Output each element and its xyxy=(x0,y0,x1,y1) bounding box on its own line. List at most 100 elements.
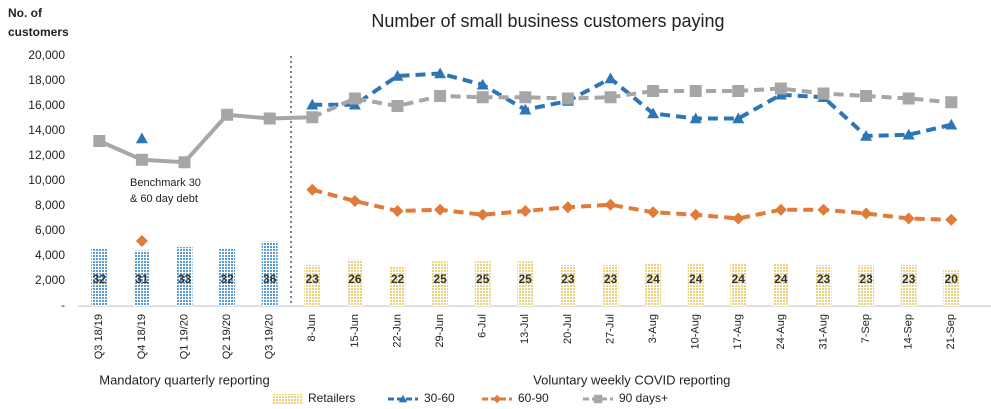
y-tick-label: 14,000 xyxy=(28,123,65,137)
x-tick-label: 27-Jul xyxy=(604,314,616,344)
marker xyxy=(178,156,191,169)
marker xyxy=(434,67,447,79)
marker xyxy=(860,90,873,102)
marker xyxy=(647,85,660,97)
y-axis-label: No. of xyxy=(8,6,43,20)
bar xyxy=(858,264,875,306)
data-label: 32 xyxy=(220,272,234,286)
marker xyxy=(434,90,447,102)
data-label: 24 xyxy=(774,272,788,286)
legend-marker xyxy=(492,394,502,404)
y-tick-label: 2,000 xyxy=(35,273,65,287)
marker xyxy=(860,207,873,220)
bar xyxy=(432,261,449,306)
y-tick-label: 4,000 xyxy=(35,248,65,262)
section-label: Voluntary weekly COVID reporting xyxy=(533,372,730,387)
y-tick-label: 18,000 xyxy=(28,73,65,87)
marker xyxy=(135,153,148,166)
marker xyxy=(902,128,915,140)
data-label: 32 xyxy=(93,272,107,286)
marker xyxy=(135,132,148,144)
x-tick-label: Q3 18/19 xyxy=(93,314,105,359)
x-tick-label: 7-Sep xyxy=(860,314,872,343)
y-tick-label: 6,000 xyxy=(35,223,65,237)
series-line xyxy=(312,71,952,139)
marker xyxy=(348,92,361,105)
x-tick-label: 20-Jul xyxy=(562,314,574,344)
bar xyxy=(91,248,108,306)
y-tick-label: 16,000 xyxy=(28,98,65,112)
marker xyxy=(647,107,660,119)
marker xyxy=(561,92,574,105)
marker xyxy=(817,87,830,100)
data-label: 23 xyxy=(561,272,575,286)
marker xyxy=(902,92,915,105)
bar xyxy=(943,270,960,306)
marker xyxy=(732,212,745,225)
bar xyxy=(687,263,704,306)
marker xyxy=(391,70,404,81)
legend-marker xyxy=(593,394,603,404)
marker xyxy=(945,213,958,226)
marker xyxy=(945,96,958,109)
data-label: 23 xyxy=(902,272,916,286)
bar xyxy=(389,266,406,306)
bar xyxy=(815,264,832,306)
bar xyxy=(730,263,747,306)
x-tick-label: Q3 19/20 xyxy=(264,314,276,359)
series-line xyxy=(311,187,952,222)
x-tick-label: 6-Jul xyxy=(477,314,489,338)
marker xyxy=(306,111,319,124)
bar xyxy=(602,264,619,306)
bar xyxy=(900,264,917,306)
y-tick-label: 8,000 xyxy=(35,198,65,212)
bar xyxy=(219,248,236,306)
marker xyxy=(604,198,617,211)
data-label: 31 xyxy=(135,272,149,286)
marker xyxy=(519,103,532,115)
x-tick-label: Q2 19/20 xyxy=(221,314,233,359)
marker xyxy=(604,91,617,104)
data-label: 24 xyxy=(646,272,660,286)
section-label: Mandatory quarterly reporting xyxy=(99,372,270,387)
x-tick-label: 29-Jun xyxy=(434,314,446,348)
data-label: 26 xyxy=(348,272,362,286)
data-label: 25 xyxy=(433,272,447,286)
marker xyxy=(221,108,234,121)
y-axis-label: customers xyxy=(8,25,69,39)
bar xyxy=(559,264,576,306)
marker xyxy=(945,118,958,130)
x-tick-label: 24-Aug xyxy=(775,314,787,349)
x-tick-label: Q4 18/19 xyxy=(136,314,148,359)
data-label: 25 xyxy=(519,272,533,286)
legend-label: Retailers xyxy=(308,391,355,405)
marker xyxy=(348,195,361,207)
x-tick-label: 13-Jul xyxy=(519,314,531,344)
data-label: 24 xyxy=(732,272,746,286)
marker xyxy=(306,98,319,110)
x-tick-label: 17-Aug xyxy=(732,314,744,349)
series-line xyxy=(98,112,313,165)
bar xyxy=(304,264,321,306)
marker xyxy=(519,205,532,217)
data-label: 23 xyxy=(859,272,873,286)
marker xyxy=(860,130,873,141)
x-tick-label: 8-Jun xyxy=(306,314,318,342)
marker xyxy=(689,112,702,124)
data-label: 24 xyxy=(689,272,703,286)
marker xyxy=(689,85,702,97)
legend-swatch xyxy=(272,394,302,404)
x-tick-label: 21-Sep xyxy=(945,314,957,349)
marker xyxy=(732,112,745,124)
x-tick-label: 10-Aug xyxy=(690,314,702,349)
bar xyxy=(645,263,662,306)
marker xyxy=(519,91,532,104)
data-label: 33 xyxy=(178,272,192,286)
data-label: 23 xyxy=(604,272,618,286)
legend-marker xyxy=(398,394,408,403)
legend-label: 60-90 xyxy=(518,391,549,405)
data-label: 25 xyxy=(476,272,490,286)
x-tick-label: 15-Jun xyxy=(349,314,361,348)
x-tick-label: Q1 19/20 xyxy=(178,314,190,359)
marker xyxy=(306,183,319,196)
